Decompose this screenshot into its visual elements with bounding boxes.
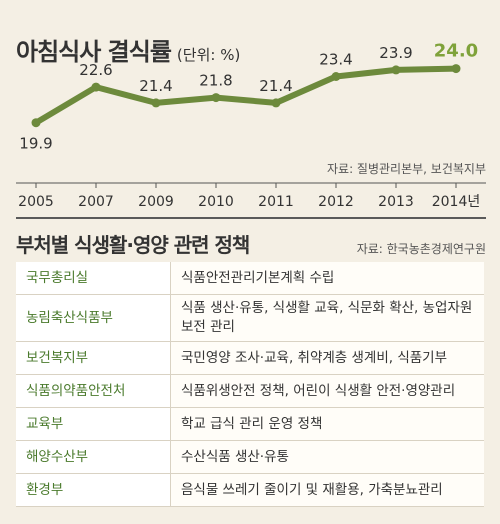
series-line bbox=[33, 65, 459, 126]
data-point bbox=[151, 98, 161, 108]
table-row: 보건복지부 국민영양 조사·교육, 취약계층 생계비, 식품기부 bbox=[16, 341, 484, 375]
x-tick-label: 2009 bbox=[138, 194, 174, 210]
data-label: 24.0 bbox=[434, 41, 478, 62]
table-row: 해양수산부 수산식품 생산·유통 bbox=[16, 440, 484, 474]
line-chart: 19.9 2005 22.6 2007 21.4 2009 21.8 2010 21.4 2011… bbox=[16, 41, 486, 210]
x-tick-label: 2012 bbox=[318, 194, 354, 210]
policy-cell: 학교 급식 관리 운영 정책 bbox=[170, 407, 484, 441]
table-source: 자료: 한국농촌경제연구원 bbox=[356, 242, 486, 256]
x-tick-label: 2014년 bbox=[432, 194, 481, 210]
policy-cell: 식품위생안전 정책, 어린이 식생활 안전·영양관리 bbox=[170, 374, 484, 408]
data-label: 22.6 bbox=[79, 61, 112, 79]
policy-cell: 국민영양 조사·교육, 취약계층 생계비, 식품기부 bbox=[170, 341, 484, 375]
policy-table: 국무총리실 식품안전관리기본계획 수립 농림축산식품부 식품 생산·유통, 식생활 교… bbox=[16, 262, 484, 507]
data-point bbox=[331, 72, 341, 81]
data-point bbox=[91, 82, 101, 92]
table-row: 국무총리실 식품안전관리기본계획 수립 bbox=[16, 262, 484, 295]
table-row: 식품의약품안전처 식품위생안전 정책, 어린이 식생활 안전·영양관리 bbox=[16, 374, 484, 408]
ministry-cell: 농림축산식품부 bbox=[16, 294, 171, 342]
ministry-cell: 보건복지부 bbox=[16, 341, 171, 375]
data-point bbox=[271, 98, 281, 108]
policy-cell: 음식물 쓰레기 줄이기 및 재활용, 가축분뇨관리 bbox=[170, 473, 484, 507]
chart-title: 아침식사 결식률 (단위: %) bbox=[16, 38, 241, 66]
data-label: 19.9 bbox=[19, 135, 52, 153]
data-label: 21.4 bbox=[259, 77, 292, 95]
chart-source: 자료: 질병관리본부, 보건복지부 bbox=[326, 162, 486, 176]
policy-cell: 식품안전관리기본계획 수립 bbox=[170, 262, 484, 295]
data-label: 21.4 bbox=[139, 77, 172, 95]
ministry-cell: 교육부 bbox=[16, 407, 171, 441]
data-label: 23.9 bbox=[379, 44, 412, 62]
ministry-cell: 환경부 bbox=[16, 473, 171, 507]
data-point bbox=[391, 65, 401, 75]
x-tick-label: 2010 bbox=[198, 194, 234, 210]
table-row: 환경부 음식물 쓰레기 줄이기 및 재활용, 가축분뇨관리 bbox=[16, 473, 484, 507]
data-point bbox=[451, 64, 461, 74]
table-row: 농림축산식품부 식품 생산·유통, 식생활 교육, 식문화 확산, 농업자원보전 … bbox=[16, 294, 484, 342]
data-point bbox=[31, 118, 41, 128]
x-tick-label: 2005 bbox=[18, 194, 54, 210]
ministry-cell: 식품의약품안전처 bbox=[16, 374, 171, 408]
data-point bbox=[211, 93, 221, 103]
x-tick-label: 2013 bbox=[378, 194, 414, 210]
policy-cell: 수산식품 생산·유통 bbox=[170, 440, 484, 474]
table-row: 교육부 학교 급식 관리 운영 정책 bbox=[16, 407, 484, 441]
x-tick-label: 2011 bbox=[258, 194, 294, 210]
policy-cell: 식품 생산·유통, 식생활 교육, 식문화 확산, 농업자원보전 관리 bbox=[170, 294, 484, 342]
section-divider bbox=[16, 217, 486, 219]
data-label: 21.8 bbox=[199, 72, 232, 90]
x-tick-label: 2007 bbox=[78, 194, 114, 210]
ministry-cell: 해양수산부 bbox=[16, 440, 171, 474]
data-label: 23.4 bbox=[319, 51, 352, 69]
chart-unit: (단위: %) bbox=[176, 46, 241, 64]
table-title: 부처별 식생활·영양 관련 정책 bbox=[16, 233, 250, 257]
ministry-cell: 국무총리실 bbox=[16, 262, 171, 295]
